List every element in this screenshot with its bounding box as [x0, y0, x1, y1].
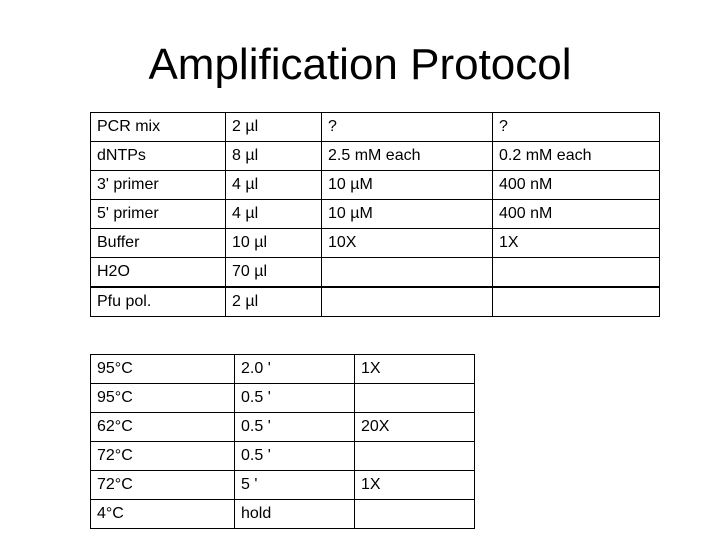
table-row: Pfu pol. 2 µl: [90, 286, 660, 317]
table-cell: 1X: [354, 354, 475, 384]
table-row: 5' primer 4 µl 10 µM 400 nM: [90, 199, 660, 229]
table-cell: 72°C: [90, 441, 235, 471]
table-cell: ?: [321, 112, 493, 142]
table-cell: [354, 499, 475, 529]
table-cell: 72°C: [90, 470, 235, 500]
table-cell: ?: [492, 112, 660, 142]
table-row: 3' primer 4 µl 10 µM 400 nM: [90, 170, 660, 200]
table-row: 95°C 0.5 ': [90, 383, 475, 413]
table-cell: 0.5 ': [234, 412, 355, 442]
table-row: Buffer 10 µl 10X 1X: [90, 228, 660, 258]
table-cell: 10 µM: [321, 199, 493, 229]
table-row: dNTPs 8 µl 2.5 mM each 0.2 mM each: [90, 141, 660, 171]
slide-title: Amplification Protocol: [148, 40, 572, 89]
reaction-mix-table: PCR mix 2 µl?? dNTPs 8 µl 2.5 mM each 0.2 mM …: [90, 112, 660, 317]
table-cell: [321, 257, 493, 288]
table-cell: PCR mix: [90, 112, 226, 142]
table-cell: 62°C: [90, 412, 235, 442]
table-cell: 4°C: [90, 499, 235, 529]
table-row: 95°C 2.0 ' 1X: [90, 354, 475, 384]
table-cell: [492, 286, 660, 317]
table-cell: 0.5 ': [234, 383, 355, 413]
table-cell: hold: [234, 499, 355, 529]
table-cell: Buffer: [90, 228, 226, 258]
table-cell: dNTPs: [90, 141, 226, 171]
table-row: 72°C 5 ' 1X: [90, 470, 475, 500]
cycling-table: 95°C 2.0 ' 1X 95°C 0.5 ' 62°C 0.5 ' 20X 72°C 0.5 …: [90, 354, 475, 529]
table-row: H2O 70 µl: [90, 257, 660, 288]
table-cell: 400 nM: [492, 199, 660, 229]
table-cell: [321, 286, 493, 317]
table-cell: 5 ': [234, 470, 355, 500]
table-cell: 4 µl: [225, 199, 322, 229]
table-cell: [492, 257, 660, 288]
table-cell: 2 µl: [225, 286, 322, 317]
table-cell: 20X: [354, 412, 475, 442]
table-cell: [354, 441, 475, 471]
table-cell: 2.0 ': [234, 354, 355, 384]
table-row: 4°C hold: [90, 499, 475, 529]
table-row: 72°C 0.5 ': [90, 441, 475, 471]
table-cell: 0.2 mM each: [492, 141, 660, 171]
table-cell: 1X: [492, 228, 660, 258]
table-cell: 3' primer: [90, 170, 226, 200]
table-row: PCR mix 2 µl??: [90, 112, 660, 142]
table-cell: H2O: [90, 257, 226, 288]
table-cell: 1X: [354, 470, 475, 500]
table-cell: 2 µl: [225, 112, 322, 142]
table-cell: 10 µl: [225, 228, 322, 258]
table-cell: 8 µl: [225, 141, 322, 171]
table-cell: [354, 383, 475, 413]
table-cell: 4 µl: [225, 170, 322, 200]
table-cell: 400 nM: [492, 170, 660, 200]
table-cell: Pfu pol.: [90, 286, 226, 317]
table-cell: 95°C: [90, 354, 235, 384]
table-cell: 70 µl: [225, 257, 322, 288]
table-cell: 10 µM: [321, 170, 493, 200]
table-cell: 10X: [321, 228, 493, 258]
table-cell: 95°C: [90, 383, 235, 413]
table-cell: 2.5 mM each: [321, 141, 493, 171]
table-row: 62°C 0.5 ' 20X: [90, 412, 475, 442]
table-cell: 0.5 ': [234, 441, 355, 471]
table-cell: 5' primer: [90, 199, 226, 229]
